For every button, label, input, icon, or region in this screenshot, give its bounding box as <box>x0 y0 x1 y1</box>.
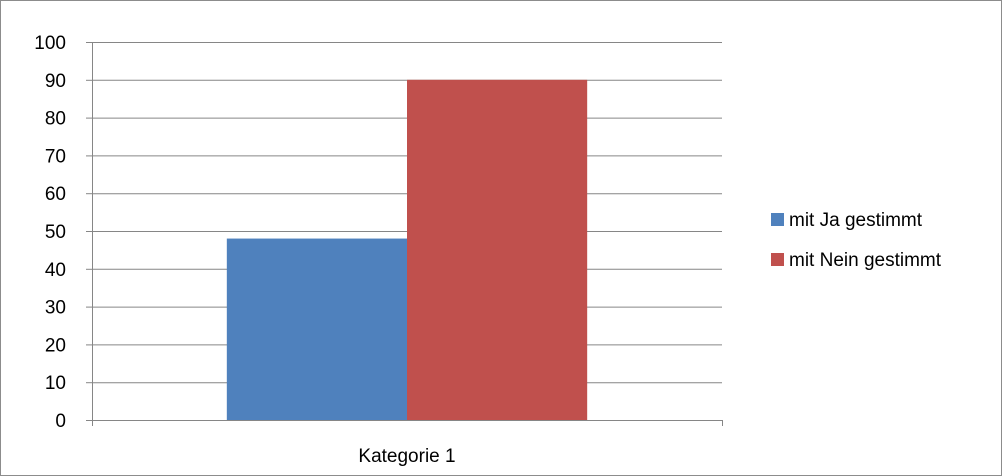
legend: mit Ja gestimmt mit Nein gestimmt <box>771 210 942 271</box>
y-tick-label: 10 <box>45 373 66 394</box>
legend-swatch <box>771 213 784 226</box>
bar-mit-ja-gestimmt <box>226 238 407 420</box>
y-tick-label: 80 <box>45 109 66 130</box>
y-tick-label: 20 <box>45 335 66 356</box>
y-tick-label: 70 <box>45 146 66 167</box>
y-tick-label: 100 <box>34 33 66 54</box>
legend-label: mit Ja gestimmt <box>789 210 923 231</box>
axes <box>86 42 723 426</box>
y-tick-label: 0 <box>55 411 66 432</box>
legend-swatch <box>771 253 784 266</box>
tick-labels: 0 10 20 30 40 50 60 70 80 90 100 Kategorie 1 <box>34 33 455 467</box>
bars <box>226 79 588 421</box>
y-tick-label: 30 <box>45 298 66 319</box>
y-tick-label: 90 <box>45 71 66 92</box>
x-tick-label: Kategorie 1 <box>358 446 455 467</box>
y-tick-label: 60 <box>45 184 66 205</box>
y-tick-label: 40 <box>45 260 66 281</box>
y-tick-label: 50 <box>45 222 66 243</box>
legend-label: mit Nein gestimmt <box>789 250 942 271</box>
bar-mit-nein-gestimmt <box>407 79 588 421</box>
